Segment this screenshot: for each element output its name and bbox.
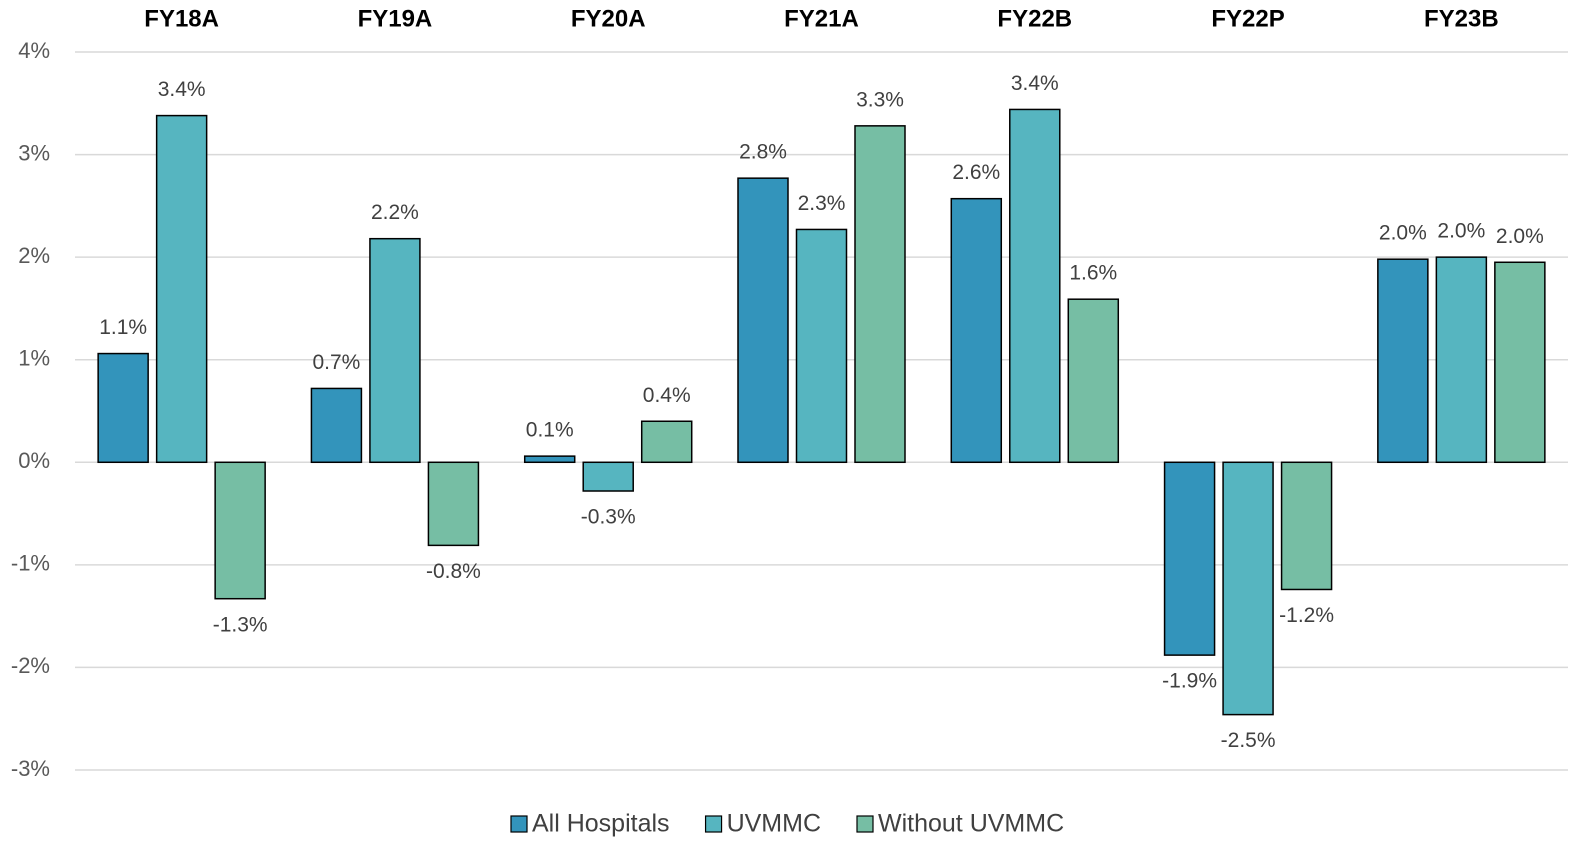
bar [582, 461, 634, 492]
bar [310, 387, 363, 464]
bar [97, 352, 149, 464]
legend-swatch [704, 815, 723, 833]
bar [795, 228, 848, 464]
category-label: FY22B [997, 5, 1072, 32]
category-label: FY21A [784, 5, 859, 32]
data-label: -1.3% [213, 613, 268, 636]
category-label: FY18A [144, 5, 219, 32]
data-label: -1.2% [1279, 604, 1334, 627]
data-label: 2.0% [1379, 222, 1427, 245]
y-tick-label: 4% [18, 38, 50, 63]
bar [427, 461, 480, 547]
bar [1435, 256, 1488, 464]
data-label: 2.2% [371, 201, 419, 224]
data-label: 0.7% [312, 351, 360, 374]
data-label: 1.1% [99, 316, 147, 339]
data-label: 1.6% [1069, 262, 1117, 285]
data-label: 2.0% [1496, 225, 1544, 248]
bar [1067, 298, 1120, 464]
data-label: -1.9% [1162, 670, 1217, 693]
y-tick-label: 0% [18, 448, 50, 473]
bar [369, 237, 421, 464]
data-label: 3.4% [1011, 72, 1059, 95]
bar [214, 461, 266, 600]
category-label: FY20A [571, 5, 646, 32]
data-label: -0.3% [581, 506, 636, 529]
legend-swatch [856, 815, 874, 833]
data-label: 0.1% [526, 419, 574, 442]
y-tick-label: 2% [18, 243, 50, 268]
y-tick-label: -2% [11, 653, 50, 678]
bar [155, 114, 208, 464]
legend-label: Without UVMMC [878, 810, 1064, 838]
bar [640, 420, 693, 464]
y-tick-label: 1% [18, 346, 50, 371]
bar [1494, 261, 1546, 464]
data-label: 2.6% [952, 161, 1000, 184]
bar [950, 197, 1003, 464]
bar [1222, 461, 1274, 716]
data-label: -0.8% [426, 560, 481, 583]
data-label: 0.4% [643, 384, 691, 407]
bar [1280, 461, 1333, 591]
category-label: FY22P [1211, 5, 1284, 32]
y-tick-label: 3% [18, 140, 50, 165]
bar [1377, 258, 1429, 464]
data-label: -2.5% [1221, 729, 1276, 752]
data-label: 3.3% [856, 88, 904, 111]
bar [854, 125, 906, 464]
legend-label: All Hospitals [532, 810, 670, 838]
bar [737, 177, 789, 464]
bar [523, 455, 576, 464]
category-label: FY19A [358, 5, 433, 32]
legend-label: UVMMC [727, 810, 821, 838]
y-tick-label: -1% [11, 551, 50, 576]
category-label: FY23B [1424, 5, 1499, 32]
data-label: 2.3% [798, 192, 846, 215]
bar [1009, 108, 1061, 464]
bar [1163, 461, 1216, 656]
data-label: 2.0% [1437, 220, 1485, 243]
data-label: 3.4% [158, 78, 206, 101]
legend-swatch [510, 815, 528, 833]
data-label: 2.8% [739, 141, 787, 164]
y-tick-label: -3% [11, 756, 50, 781]
